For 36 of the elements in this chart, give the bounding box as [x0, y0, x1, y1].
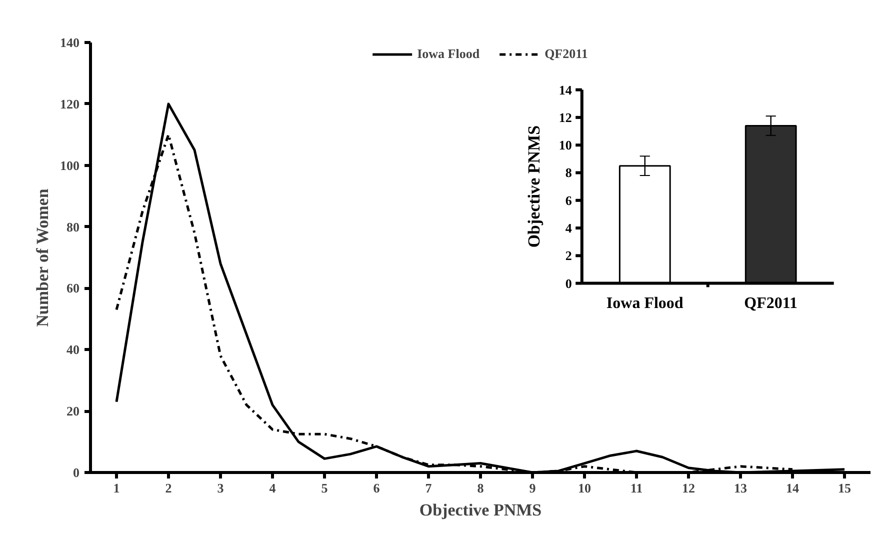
y-tick-label: 8 — [565, 165, 572, 180]
legend-label: Iowa Flood — [417, 46, 480, 62]
x-tick-label: 5 — [321, 480, 328, 496]
x-tick-label: 15 — [838, 480, 852, 496]
x-tick-label: 12 — [682, 480, 695, 496]
y-tick-label: 20 — [66, 404, 80, 419]
legend-label: QF2011 — [544, 46, 588, 62]
y-tick-label: 4 — [565, 220, 572, 236]
y-tick-label: 10 — [558, 138, 572, 153]
x-tick-label: 7 — [425, 480, 432, 496]
x-tick-label: 2 — [165, 480, 172, 496]
x-tick-label: 6 — [373, 480, 380, 496]
x-tick-label: 10 — [578, 480, 591, 496]
y-tick-label: 0 — [565, 276, 572, 291]
x-axis-title: Objective PNMS — [419, 500, 542, 520]
x-tick-label: 8 — [477, 480, 484, 496]
y-tick-label: 0 — [73, 465, 80, 480]
y-tick-label: 80 — [66, 219, 80, 234]
y-tick-label: 40 — [66, 342, 80, 358]
x-tick-label: 11 — [630, 480, 643, 496]
x-tick-label: 9 — [529, 480, 536, 496]
x-tick-label: 14 — [786, 480, 800, 496]
y-tick-label: 12 — [558, 110, 572, 125]
y-tick-label: 6 — [565, 192, 572, 208]
y-axis-title: Objective PNMS — [524, 125, 544, 248]
y-tick-label: 140 — [60, 35, 80, 50]
x-tick-label: 3 — [217, 480, 224, 496]
y-tick-label: 60 — [66, 280, 80, 296]
x-tick-label: 13 — [734, 480, 748, 496]
x-tick-label: 4 — [269, 480, 276, 496]
y-axis-title: Number of Women — [33, 188, 52, 327]
y-tick-label: 14 — [558, 82, 572, 98]
y-tick-label: 120 — [60, 96, 80, 112]
y-tick-label: 2 — [565, 248, 572, 264]
x-tick-label: 1 — [113, 480, 120, 496]
y-tick-label: 100 — [60, 158, 80, 173]
